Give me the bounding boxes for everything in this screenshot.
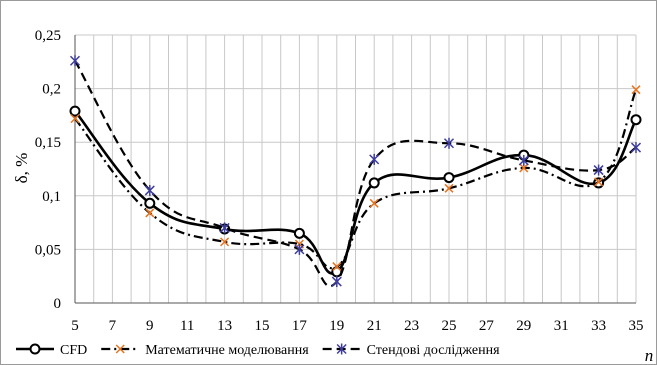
x-tick-label: 13: [217, 318, 232, 334]
x-tick-label: 29: [516, 318, 531, 334]
y-tick-label: 0,1: [42, 189, 61, 205]
marker-stroke: [70, 114, 80, 124]
data-point-marker: [29, 343, 41, 355]
legend-label: Стендові дослідження: [367, 343, 500, 358]
x-tick-label: 19: [329, 318, 344, 334]
legend-item: CFD: [16, 343, 87, 358]
series-line: [74, 60, 637, 288]
legend-label: Математичне моделювання: [145, 343, 309, 358]
marker-stroke: [594, 177, 604, 187]
data-point-marker: [368, 177, 380, 189]
marker-stroke: [220, 237, 230, 247]
data-point-marker: [443, 137, 455, 149]
x-tick-label: 33: [591, 318, 606, 334]
marker-stroke: [444, 183, 454, 193]
x-tick-label: 35: [629, 318, 644, 334]
x-tick-label: 27: [479, 318, 495, 334]
marker-stroke: [145, 208, 155, 218]
data-point-marker: [630, 142, 642, 154]
data-point-marker: [332, 262, 342, 272]
data-point-marker: [293, 227, 305, 239]
marker-stroke: [332, 262, 342, 272]
marker-stroke: [115, 344, 125, 354]
data-point-marker: [631, 85, 641, 95]
x-tick-label: 11: [180, 318, 194, 334]
legend-item: Математичне моделювання: [101, 343, 309, 358]
x-tick-label: 15: [255, 318, 270, 334]
x-tick-label: 31: [554, 318, 569, 334]
data-point-marker: [115, 344, 125, 354]
data-point-marker: [294, 243, 305, 255]
y-tick-label: 0,15: [35, 135, 61, 151]
data-point-marker: [369, 153, 380, 165]
data-point-marker: [220, 237, 230, 247]
data-point-marker: [144, 197, 156, 209]
data-point-marker: [630, 114, 642, 126]
data-point-marker: [331, 276, 342, 288]
axes: [74, 35, 637, 304]
data-point-marker: [369, 198, 379, 208]
x-tick-label: 9: [146, 318, 154, 334]
x-tick-label: 21: [367, 318, 382, 334]
data-point-marker: [69, 55, 81, 67]
data-point-marker: [145, 208, 155, 218]
series-star: [69, 55, 642, 288]
y-tick-label: 0,2: [42, 82, 61, 98]
marker-stroke: [519, 163, 529, 173]
data-point-marker: [518, 154, 529, 166]
x-tick-label: 7: [109, 318, 117, 334]
series-line: [73, 110, 638, 275]
data-point-marker: [336, 343, 347, 355]
legend-label: CFD: [60, 343, 87, 358]
data-point-marker: [219, 222, 230, 234]
series-group: [69, 55, 642, 288]
y-tick-label: 0: [54, 296, 62, 312]
data-point-marker: [70, 114, 80, 124]
x-tick-label: 23: [404, 318, 419, 334]
x-tick-label: 5: [71, 318, 79, 334]
grid: [75, 34, 636, 303]
data-point-marker: [519, 163, 529, 173]
data-point-marker: [443, 172, 455, 184]
data-point-marker: [144, 184, 155, 196]
marker-stroke: [631, 85, 641, 95]
tick-labels: 0 0,05 0,1 0,15 0,2 0,25 5 7 9 11 13 15 17 19 21 23 25 27…: [35, 28, 644, 334]
y-tick-label: 0,25: [35, 28, 61, 44]
x-tick-label: 25: [442, 318, 457, 334]
y-tick-label: 0,05: [35, 242, 61, 258]
x-tick-label: 17: [292, 318, 308, 334]
legend-item: Стендові дослідження: [322, 343, 500, 358]
data-point-marker: [69, 105, 81, 117]
x-axis-label: n: [645, 346, 654, 365]
data-point-marker: [593, 164, 604, 176]
y-axis-label: δ, %: [12, 153, 31, 184]
data-point-marker: [444, 183, 454, 193]
data-point-marker: [594, 177, 604, 187]
marker-stroke: [369, 198, 379, 208]
legend: CFD Математичне моделювання Стендові дослі…: [16, 343, 500, 358]
